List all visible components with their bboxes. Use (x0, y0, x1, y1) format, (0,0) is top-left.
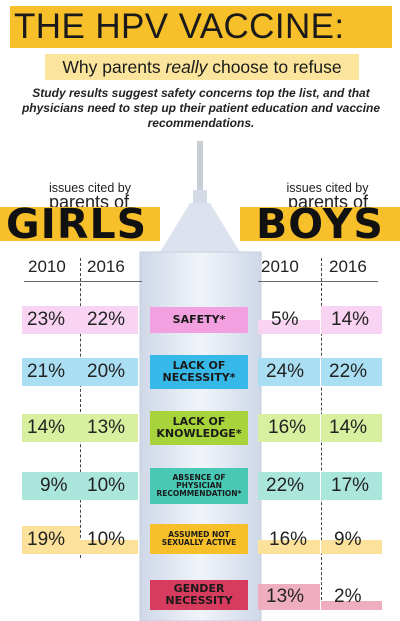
boys-2016-bar (321, 601, 382, 610)
title-banner (10, 6, 392, 48)
girls-title-band (0, 207, 160, 241)
lack-of-necessity-label: LACK OF NECESSITY* (150, 355, 248, 389)
boys-title: BOYS (256, 200, 384, 248)
girls-2016-value: 20% (87, 361, 126, 382)
boys-year-2016: 2016 (329, 257, 367, 276)
girls-2010-bar (22, 414, 80, 442)
boys-parents-label: parents of (287, 192, 369, 212)
girls-2016-bar (80, 306, 138, 334)
boys-2016-bar (321, 472, 382, 500)
lack-of-knowledge-label: LACK OF KNOWLEDGE* (150, 411, 248, 445)
boys-2010-value: 16% (268, 417, 307, 438)
girls-parents-label: parents of (48, 192, 130, 212)
girls-2010-value: 21% (27, 361, 66, 382)
boys-2010-value: 22% (266, 475, 305, 496)
boys-title-band (240, 207, 400, 241)
boys-year-2010: 2010 (261, 257, 299, 276)
girls-2010-value: 9% (40, 475, 68, 496)
boys-2016-value: 14% (331, 309, 370, 330)
page-title: THE HPV VACCINE: (14, 7, 345, 46)
girls-2016-value: 10% (87, 529, 126, 550)
boys-2016-value: 22% (329, 361, 368, 382)
boys-2010-bar (258, 540, 320, 554)
boys-2016-value: 14% (329, 417, 368, 438)
girls-2016-bar (80, 540, 138, 554)
girls-2016-bar (80, 472, 138, 500)
assumed-not-sexually-active-label: ASSUMED NOT SEXUALLY ACTIVE (150, 524, 248, 554)
girls-column-divider (80, 258, 81, 558)
girls-2010-bar (22, 526, 80, 554)
absence-of-physician-recommendation-label: ABSENCE OF PHYSICIAN RECOMMENDATION* (150, 468, 248, 504)
boys-2010-value: 13% (266, 586, 305, 607)
boys-2010-value: 24% (266, 361, 305, 382)
boys-2010-value: 16% (269, 529, 308, 550)
girls-2010-bar (22, 358, 80, 386)
girls-2016-value: 10% (87, 475, 126, 496)
girls-2016-value: 22% (87, 309, 126, 330)
girls-2016-bar (80, 414, 138, 442)
subtitle-banner (45, 54, 359, 80)
boys-2010-bar (258, 414, 320, 442)
boys-2016-bar (321, 306, 382, 334)
subtitle: Why parents really choose to refuse (62, 57, 342, 77)
boys-2010-bar (258, 358, 320, 386)
girls-2010-value: 14% (27, 417, 66, 438)
boys-2016-value: 2% (334, 586, 362, 607)
boys-issues-label: issues cited by (286, 181, 369, 195)
girls-2016-value: 13% (87, 417, 126, 438)
boys-2010-bar (258, 320, 320, 334)
girls-header-rule (24, 281, 142, 282)
girls-year-2010: 2010 (28, 257, 66, 276)
boys-2010-bar (258, 584, 320, 610)
gender-necessity-label: GENDER NECESSITY (150, 580, 248, 610)
boys-header-rule (258, 281, 378, 282)
boys-2010-value: 5% (271, 309, 299, 330)
girls-2010-bar (22, 306, 80, 334)
girls-2016-bar (80, 358, 138, 386)
boys-2016-bar (321, 540, 382, 554)
girls-title: GIRLS (6, 200, 148, 248)
girls-issues-label: issues cited by (49, 181, 131, 195)
boys-2016-value: 17% (331, 475, 370, 496)
safety-label: SAFETY* (150, 307, 248, 333)
boys-2010-bar (258, 472, 320, 500)
intro-text: Study results suggest safety concerns to… (21, 86, 381, 130)
boys-2016-bar (321, 358, 382, 386)
girls-2010-bar (22, 472, 80, 500)
girls-2010-value: 19% (27, 529, 66, 550)
girls-2010-value: 23% (27, 309, 66, 330)
boys-2016-bar (321, 414, 382, 442)
girls-year-2016: 2016 (87, 257, 125, 276)
boys-2016-value: 9% (334, 529, 362, 550)
